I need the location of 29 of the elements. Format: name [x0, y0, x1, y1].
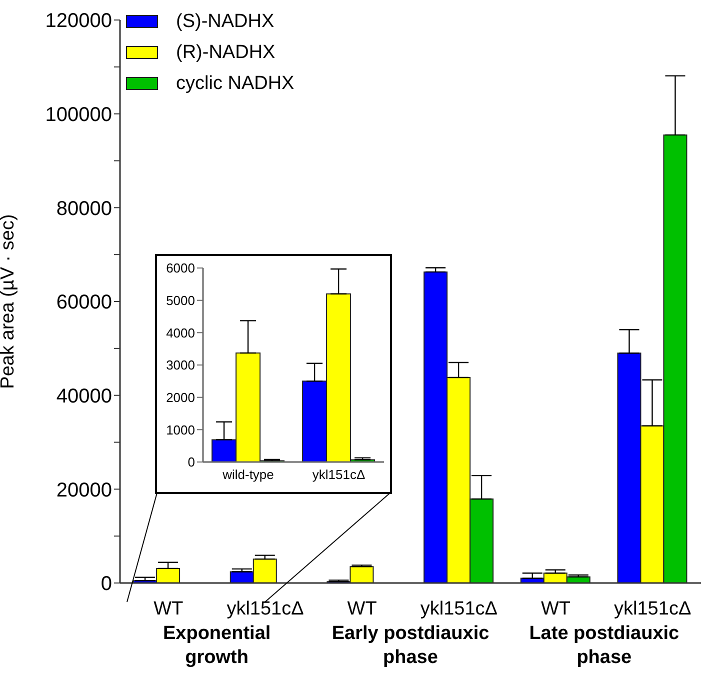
- x-tick-label: ykl151cΔ: [614, 598, 692, 620]
- y-tick-label: 120000: [45, 10, 112, 32]
- x-tick-label: WT: [154, 598, 184, 620]
- y-tick-label: 4000: [166, 325, 195, 340]
- y-tick-label: 20000: [56, 479, 112, 502]
- y-tick-label: 60000: [56, 292, 112, 314]
- x-tick-label: ykl151cΔ: [312, 467, 366, 482]
- legend-label: cyclic NADHX: [176, 72, 294, 94]
- x-tick-label: wild-type: [222, 467, 274, 482]
- y-tick-label: 3000: [166, 358, 195, 373]
- text: Late postdiauxic phase: [528, 622, 680, 670]
- x-tick-label: WT: [540, 598, 571, 620]
- y-tick-label: 0: [188, 454, 195, 470]
- legend-label: (R)-NADHX: [176, 42, 276, 64]
- y-tick-label: 5000: [166, 292, 195, 308]
- text: Early postdiauxic phase: [330, 622, 490, 670]
- text: Exponential growth: [162, 622, 272, 670]
- y-tick-label: 6000: [166, 260, 195, 276]
- x-tick-label: ykl151cΔ: [226, 598, 304, 620]
- x-tick-label: WT: [347, 598, 378, 620]
- x-tick-label: ykl151cΔ: [420, 598, 498, 620]
- y-axis-title: Peak area (µV · sec): [0, 214, 19, 389]
- y-tick-label: 100000: [45, 104, 112, 126]
- y-tick-label: 0: [100, 573, 112, 596]
- legend-label: (S)-NADHX: [176, 10, 274, 32]
- y-tick-label: 2000: [166, 390, 195, 405]
- y-tick-label: 1000: [166, 422, 195, 438]
- y-tick-label: 40000: [56, 385, 112, 408]
- y-tick-label: 80000: [56, 198, 112, 220]
